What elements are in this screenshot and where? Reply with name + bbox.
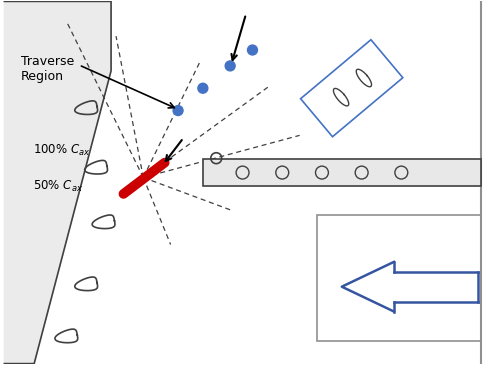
Circle shape <box>198 83 208 93</box>
Polygon shape <box>4 1 111 364</box>
Bar <box>203 159 480 186</box>
Circle shape <box>173 105 183 115</box>
Text: 100% $C_{ax}$: 100% $C_{ax}$ <box>32 143 90 158</box>
Circle shape <box>248 45 258 55</box>
Text: Traverse
Region: Traverse Region <box>21 55 74 83</box>
Bar <box>317 215 480 341</box>
Circle shape <box>225 61 235 71</box>
Text: 50% $C_{ax}$: 50% $C_{ax}$ <box>32 178 82 193</box>
